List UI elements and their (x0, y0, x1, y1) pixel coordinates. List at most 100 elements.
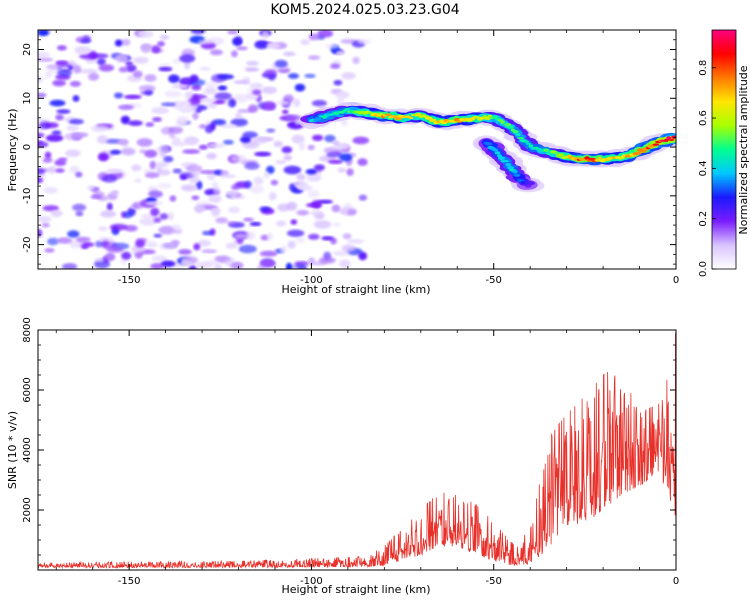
heatmap-noise-cell (347, 209, 357, 216)
heatmap-noise-cell (95, 240, 104, 248)
heatmap-noise-cell (98, 64, 115, 72)
heatmap-noise-cell (233, 93, 250, 103)
heatmap-noise-cell (182, 149, 201, 155)
heatmap-noise-cell (191, 94, 199, 103)
heatmap-noise-cell (226, 190, 239, 196)
heatmap-noise-cell (90, 194, 102, 199)
heatmap-noise-cell (38, 57, 54, 62)
heatmap-noise-cell (236, 46, 248, 51)
heatmap-noise-cell (261, 31, 270, 40)
heatmap-ridge-cell (543, 148, 550, 153)
snr-y-axis-label: SNR (10 * v/v) (6, 411, 19, 489)
heatmap-noise-cell (55, 114, 64, 121)
heatmap-noise-cell (115, 53, 129, 63)
heatmap-noise-cell (266, 128, 276, 133)
x-tick-label: -100 (300, 275, 323, 286)
heatmap-noise-cell (47, 166, 57, 174)
heatmap-noise-cell (243, 217, 254, 222)
heatmap-noise-cell (199, 144, 208, 150)
heatmap-noise-cell (132, 70, 143, 78)
heatmap-noise-cell (157, 41, 165, 47)
heatmap-noise-cell (291, 134, 305, 144)
heatmap-noise-cell (318, 257, 336, 264)
heatmap-noise-cell (293, 98, 301, 107)
heatmap-noise-cell (151, 255, 168, 262)
heatmap-noise-cell (87, 185, 95, 191)
heatmap-noise-cell (254, 40, 269, 50)
heatmap-noise-cell (228, 206, 241, 214)
heatmap-noise-cell (294, 83, 306, 92)
heatmap-noise-cell (339, 259, 351, 268)
heatmap-noise-cell (179, 54, 196, 63)
heatmap-noise-cell (305, 168, 317, 175)
heatmap-ridge-cell (634, 151, 642, 155)
heatmap-noise-cell (189, 74, 199, 84)
heatmap-noise-cell (198, 124, 207, 129)
heatmap-ridge-cell (664, 138, 669, 142)
heatmap-noise-cell (42, 205, 59, 212)
heatmap-noise-cell (313, 220, 332, 229)
heatmap-branch-cell (494, 151, 501, 155)
heatmap-noise-cell (247, 104, 259, 113)
heatmap-noise-cell (259, 250, 278, 257)
heatmap-noise-cell (191, 195, 200, 201)
heatmap-noise-cell (56, 109, 71, 114)
heatmap-noise-cell (153, 233, 163, 238)
heatmap-noise-cell (251, 136, 269, 144)
heatmap-noise-cell (249, 221, 262, 227)
heatmap-noise-cell (94, 257, 105, 263)
heatmap-ridge-cell (594, 159, 600, 162)
heatmap-noise-cell (97, 58, 106, 66)
heatmap-noise-cell (98, 237, 114, 242)
heatmap-noise-cell (202, 230, 214, 236)
colorbar-ticks: 0.0 0.2 0.4 0.6 0.8 (698, 60, 716, 277)
heatmap-noise-cell (332, 222, 342, 227)
heatmap-noise-cell (283, 154, 292, 161)
heatmap-noise-cell (270, 179, 279, 186)
heatmap-noise-cell (208, 194, 222, 203)
heatmap-noise-cell (207, 143, 226, 148)
x-tick-label: -150 (118, 275, 141, 286)
heatmap-noise-cell (171, 83, 183, 89)
heatmap-noise-cell (80, 38, 92, 44)
heatmap-branch-cell (524, 184, 532, 188)
heatmap-noise-cell (193, 243, 201, 251)
heatmap-noise-cell (76, 236, 91, 243)
heatmap-noise-cell (214, 92, 232, 101)
heatmap-ridge-cell (620, 155, 626, 160)
heatmap-noise-cell (266, 165, 275, 174)
heatmap-noise-cell (67, 230, 80, 238)
heatmap-noise-cell (189, 171, 200, 177)
heatmap-noise-cell (259, 206, 271, 212)
heatmap-branch-cell (502, 160, 510, 163)
heatmap-noise-cell (206, 152, 217, 160)
heatmap-noise-cell (146, 241, 158, 248)
heatmap-noise-cell (97, 135, 108, 144)
heatmap-noise-cell (172, 58, 181, 64)
heatmap-noise-cell (157, 182, 172, 189)
y-tick-label: 10 (22, 92, 33, 105)
heatmap-noise-cell (285, 262, 293, 269)
heatmap-noise-cell (341, 119, 348, 127)
heatmap-noise-cell (179, 107, 197, 113)
snr-panel: -150 -100 -50 0 2000 4000 6000 8000 Height of … (6, 317, 679, 596)
heatmap-noise-cell (127, 120, 143, 126)
heatmap-ridge-cell (316, 117, 322, 121)
heatmap-noise-cell (230, 155, 247, 163)
heatmap-noise-cell (311, 200, 323, 209)
heatmap-noise-cell (158, 67, 173, 72)
heatmap-noise-cell (308, 55, 321, 60)
heatmap-noise-cell (211, 181, 219, 188)
heatmap-noise-cell (234, 233, 247, 239)
heatmap-noise-cell (311, 99, 327, 107)
heatmap-noise-cell (309, 210, 322, 216)
heatmap-noise-cell (220, 170, 229, 176)
heatmap-noise-cell (138, 85, 156, 92)
heatmap-noise-cell (281, 109, 289, 114)
heatmap-noise-cell (263, 171, 270, 179)
snr-x-ticks: -150 -100 -50 0 (55, 330, 679, 587)
heatmap-noise-cell (306, 173, 322, 182)
heatmap-noise-cell (273, 140, 283, 148)
heatmap-noise-cell (168, 74, 180, 83)
heatmap-noise-cell (81, 244, 89, 250)
